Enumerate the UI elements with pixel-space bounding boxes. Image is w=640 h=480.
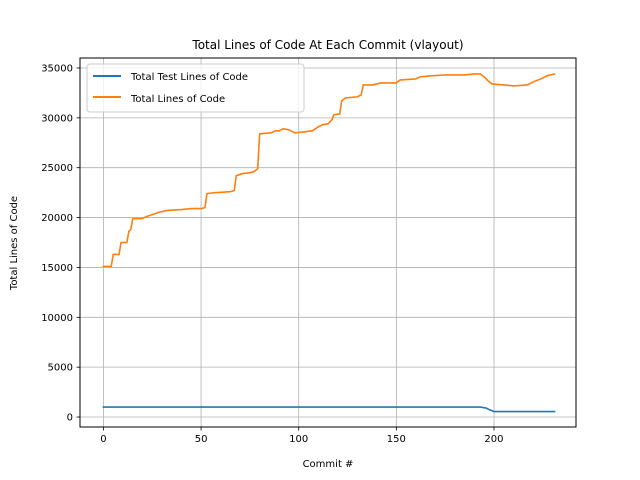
y-tick-label: 35000 [41, 63, 73, 74]
plot-frame [79, 57, 577, 428]
series-line-1 [102, 72, 556, 268]
x-tick-label: 50 [195, 434, 208, 445]
series-layer [102, 72, 556, 413]
y-axis-label: Total Lines of Code [9, 196, 20, 291]
grid-lines [80, 58, 576, 427]
x-tick-label: 200 [484, 434, 503, 445]
y-tick-label: 30000 [41, 113, 73, 124]
y-tick-label: 5000 [48, 363, 73, 374]
legend: Total Test Lines of Code Total Lines of … [86, 63, 305, 113]
y-tick-label: 25000 [41, 163, 73, 174]
legend-box [86, 63, 305, 113]
axis-ticks: 0 50 100 150 200 0 5000 10000 15000 20000 25000 300… [41, 63, 503, 445]
x-tick-label: 150 [387, 434, 406, 445]
x-tick-label: 100 [289, 434, 308, 445]
chart-title: Total Lines of Code At Each Commit (vlay… [191, 38, 463, 52]
y-tick-label: 0 [67, 413, 73, 424]
legend-label-test-lines: Total Test Lines of Code [130, 72, 248, 83]
series-line-0 [102, 406, 556, 413]
y-tick-label: 20000 [41, 213, 73, 224]
y-tick-label: 15000 [41, 263, 73, 274]
legend-label-total-lines: Total Lines of Code [130, 94, 225, 105]
x-tick-label: 0 [100, 434, 106, 445]
y-tick-label: 10000 [41, 313, 73, 324]
x-axis-label: Commit # [303, 459, 354, 470]
